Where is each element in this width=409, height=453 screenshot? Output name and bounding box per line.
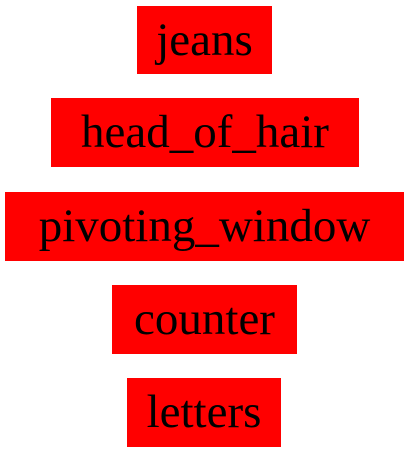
label-pivoting-window: pivoting_window — [5, 192, 404, 261]
label-jeans: jeans — [137, 6, 272, 74]
label-head-of-hair: head_of_hair — [51, 98, 359, 167]
label-letters: letters — [127, 378, 281, 447]
label-counter: counter — [112, 285, 297, 354]
